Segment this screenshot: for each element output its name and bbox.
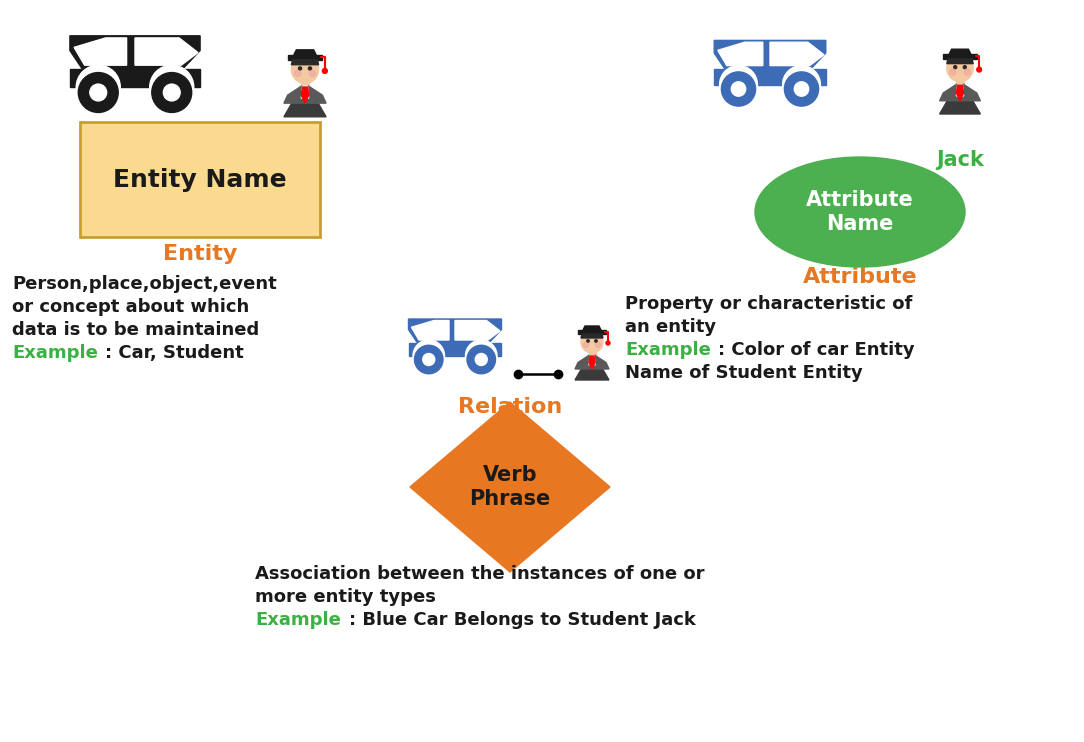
Polygon shape: [956, 85, 964, 101]
Circle shape: [785, 72, 818, 106]
Polygon shape: [69, 36, 201, 70]
Circle shape: [475, 353, 487, 366]
Circle shape: [413, 340, 444, 372]
Polygon shape: [714, 40, 826, 69]
Circle shape: [795, 82, 809, 96]
Text: Relation: Relation: [457, 397, 563, 417]
Text: more entity types: more entity types: [255, 588, 436, 606]
Polygon shape: [589, 356, 595, 369]
Text: Attribute: Attribute: [802, 267, 917, 287]
Polygon shape: [940, 84, 980, 114]
Polygon shape: [292, 60, 319, 65]
Polygon shape: [943, 54, 977, 59]
Polygon shape: [714, 69, 826, 85]
Circle shape: [595, 343, 601, 347]
Circle shape: [595, 340, 597, 342]
Polygon shape: [940, 84, 980, 101]
Circle shape: [423, 353, 435, 366]
Text: or concept about which: or concept about which: [12, 298, 249, 316]
Text: data is to be maintained: data is to be maintained: [12, 321, 259, 339]
Circle shape: [581, 331, 603, 353]
Polygon shape: [409, 343, 502, 355]
Circle shape: [606, 341, 610, 345]
Circle shape: [721, 72, 756, 106]
Polygon shape: [718, 42, 763, 65]
Polygon shape: [301, 86, 309, 98]
Text: Jack: Jack: [937, 150, 984, 170]
Polygon shape: [575, 355, 609, 380]
Polygon shape: [136, 38, 198, 65]
Text: Association between the instances of one or: Association between the instances of one…: [255, 565, 705, 583]
Polygon shape: [583, 326, 601, 330]
Polygon shape: [409, 319, 502, 343]
Text: : Color of car Entity: : Color of car Entity: [718, 341, 915, 359]
Circle shape: [90, 84, 106, 101]
Text: an entity: an entity: [625, 318, 717, 336]
Polygon shape: [575, 355, 609, 369]
Circle shape: [467, 345, 495, 374]
FancyBboxPatch shape: [80, 122, 320, 237]
Circle shape: [292, 56, 319, 83]
Text: Entity Name: Entity Name: [113, 168, 287, 192]
Polygon shape: [287, 55, 322, 60]
Circle shape: [164, 84, 180, 101]
Polygon shape: [455, 321, 500, 340]
Circle shape: [946, 55, 973, 82]
Circle shape: [977, 68, 982, 72]
Circle shape: [76, 65, 120, 109]
Text: Example: Example: [255, 611, 340, 629]
Polygon shape: [74, 38, 127, 65]
Polygon shape: [589, 355, 595, 365]
Polygon shape: [770, 42, 824, 65]
Polygon shape: [589, 351, 595, 355]
Text: Attribute
Name: Attribute Name: [806, 191, 914, 234]
Polygon shape: [294, 50, 317, 55]
Text: Verb
Phrase: Verb Phrase: [469, 465, 551, 508]
Polygon shape: [284, 86, 326, 103]
Circle shape: [309, 67, 311, 70]
Polygon shape: [946, 59, 973, 64]
Text: Property or characteristic of: Property or characteristic of: [625, 295, 913, 313]
Circle shape: [732, 82, 746, 96]
Polygon shape: [578, 330, 606, 334]
Circle shape: [152, 73, 192, 113]
Polygon shape: [581, 334, 603, 338]
Polygon shape: [950, 49, 971, 54]
Circle shape: [309, 70, 315, 76]
Circle shape: [78, 73, 118, 113]
Circle shape: [950, 69, 956, 75]
Circle shape: [720, 65, 758, 103]
Text: Example: Example: [625, 341, 711, 359]
Polygon shape: [412, 321, 449, 340]
Polygon shape: [301, 87, 309, 103]
Text: : Car, Student: : Car, Student: [105, 344, 244, 362]
Circle shape: [583, 343, 589, 347]
Circle shape: [295, 70, 300, 76]
Text: : Blue Car Belongs to Student Jack: : Blue Car Belongs to Student Jack: [349, 611, 696, 629]
Polygon shape: [69, 70, 201, 88]
Ellipse shape: [754, 157, 965, 267]
Circle shape: [150, 65, 194, 109]
Circle shape: [298, 67, 301, 70]
Text: Name of Student Entity: Name of Student Entity: [625, 364, 863, 382]
Circle shape: [414, 345, 443, 374]
Text: Person,place,object,event: Person,place,object,event: [12, 275, 276, 293]
Polygon shape: [284, 86, 326, 116]
Circle shape: [586, 340, 590, 342]
Polygon shape: [410, 402, 610, 572]
Polygon shape: [956, 84, 964, 96]
Polygon shape: [300, 81, 309, 86]
Circle shape: [322, 68, 327, 73]
Circle shape: [783, 65, 821, 103]
Circle shape: [465, 340, 496, 372]
Circle shape: [964, 66, 966, 69]
Text: Example: Example: [12, 344, 98, 362]
Text: Entity: Entity: [163, 244, 237, 264]
Polygon shape: [956, 79, 964, 84]
Circle shape: [964, 69, 970, 75]
Circle shape: [954, 66, 957, 69]
